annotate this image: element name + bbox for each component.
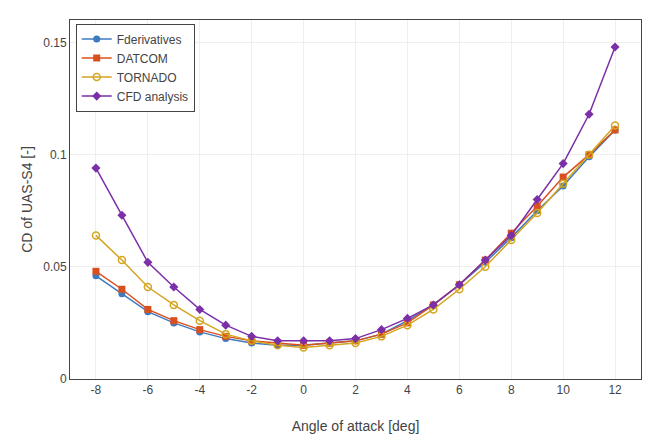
svg-text:0.05: 0.05 — [43, 260, 67, 274]
svg-text:0: 0 — [300, 383, 307, 397]
svg-text:-4: -4 — [194, 383, 205, 397]
svg-text:0.1: 0.1 — [50, 148, 67, 162]
svg-text:8: 8 — [508, 383, 515, 397]
svg-text:0: 0 — [60, 372, 67, 386]
svg-text:CFD analysis: CFD analysis — [117, 90, 188, 104]
svg-text:TORNADO: TORNADO — [117, 71, 177, 85]
svg-text:-2: -2 — [246, 383, 257, 397]
svg-text:Angle of attack [deg]: Angle of attack [deg] — [292, 418, 420, 434]
svg-text:CD of UAS-S4 [-]: CD of UAS-S4 [-] — [19, 146, 35, 253]
svg-text:10: 10 — [556, 383, 570, 397]
svg-text:2: 2 — [352, 383, 359, 397]
svg-text:-6: -6 — [143, 383, 154, 397]
svg-text:6: 6 — [456, 383, 463, 397]
svg-text:Fderivatives: Fderivatives — [117, 33, 182, 47]
svg-text:-8: -8 — [91, 383, 102, 397]
svg-text:DATCOM: DATCOM — [117, 52, 168, 66]
svg-text:0.15: 0.15 — [43, 36, 67, 50]
svg-text:12: 12 — [608, 383, 622, 397]
svg-text:4: 4 — [404, 383, 411, 397]
